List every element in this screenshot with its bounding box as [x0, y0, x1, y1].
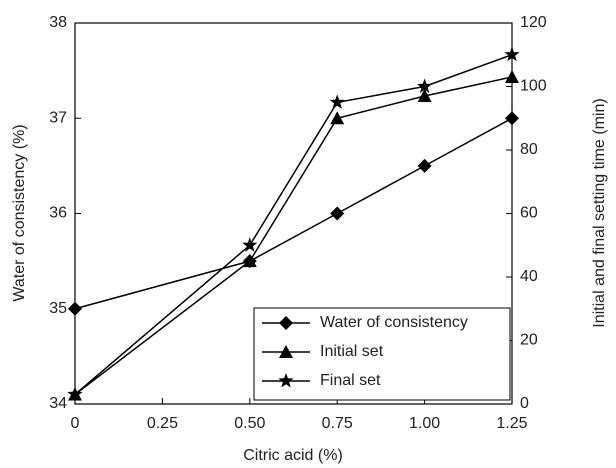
y2-tick-label: 0 [520, 395, 529, 412]
y-tick-label: 34 [49, 395, 67, 412]
point-marker [68, 301, 82, 316]
x-tick-label: 0.75 [322, 415, 353, 432]
y2-tick-label: 100 [520, 78, 547, 95]
point-marker [505, 69, 519, 83]
point-marker [417, 78, 433, 93]
legend-marker [279, 345, 293, 358]
series-line [74, 117, 513, 310]
y2-tick-label: 120 [520, 14, 547, 31]
legend-label: Initial set [320, 343, 384, 360]
point-marker [330, 206, 345, 221]
y-axis-label: Water of consistency (%) [11, 124, 28, 301]
y2-tick-label: 80 [520, 141, 538, 158]
point-marker [242, 254, 257, 268]
x-tick-label: 0.25 [147, 415, 178, 432]
point-marker [417, 158, 432, 173]
point-marker [417, 89, 432, 103]
x-tick-label: 1.00 [409, 415, 440, 432]
y2-tick-label: 60 [520, 205, 538, 222]
point-marker [242, 237, 258, 252]
legend-marker [279, 316, 293, 330]
y-tick-label: 37 [49, 109, 67, 126]
y2-tick-label: 20 [520, 332, 538, 349]
legend-label: Water of consistency [320, 314, 468, 331]
legend-label: Final set [320, 372, 381, 389]
x-tick-label: 0 [71, 415, 80, 432]
point-marker [330, 111, 345, 125]
y2-axis-label: Initial and final setting time (min) [591, 98, 608, 327]
y-tick-label: 36 [49, 205, 67, 222]
x-axis-label: Citric acid (%) [243, 447, 343, 464]
point-marker [504, 46, 520, 62]
y-tick-label: 35 [49, 300, 67, 317]
y2-tick-label: 40 [520, 268, 538, 285]
point-marker [329, 94, 345, 109]
point-marker [67, 386, 83, 401]
x-tick-label: 1.25 [496, 415, 527, 432]
legend-marker [278, 373, 294, 388]
y-tick-label: 38 [49, 14, 67, 31]
x-tick-label: 0.50 [234, 415, 265, 432]
point-marker [505, 111, 519, 126]
